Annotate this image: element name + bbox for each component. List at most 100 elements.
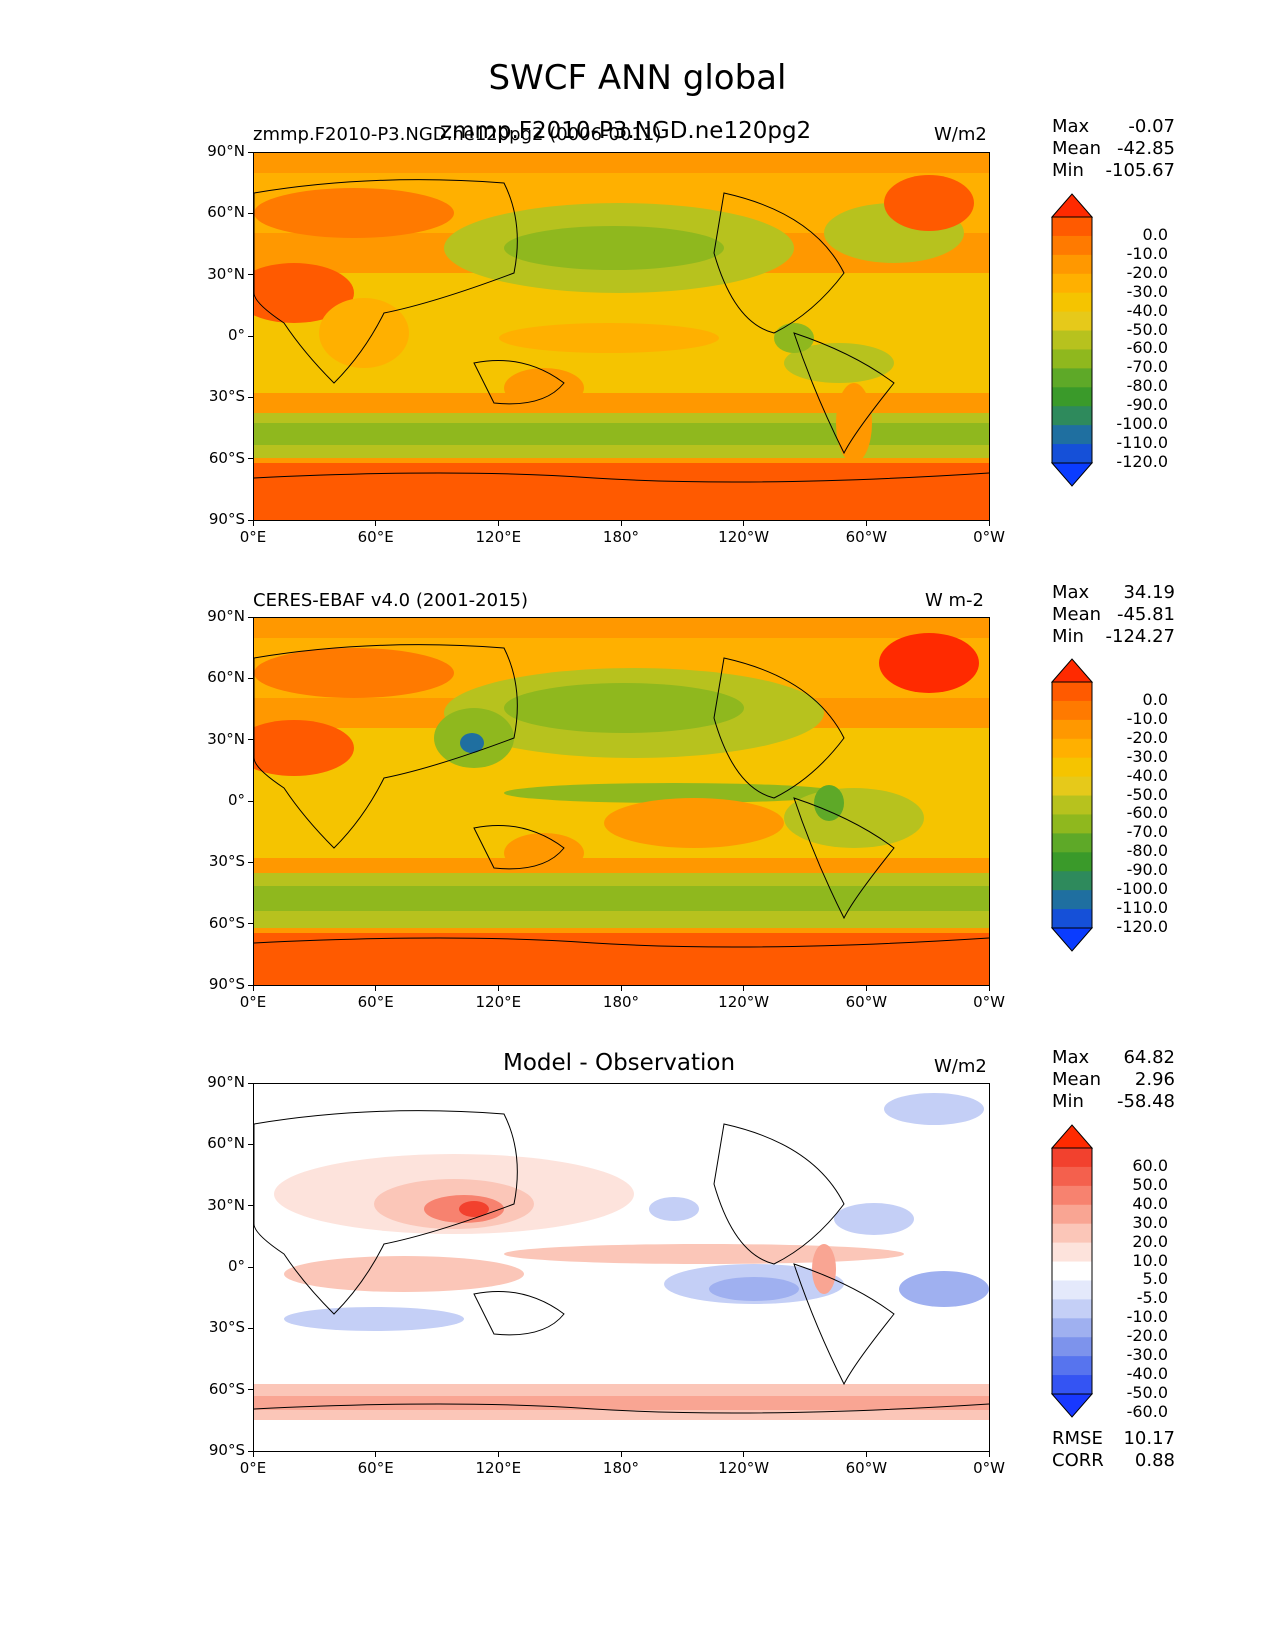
colorbar-band bbox=[1052, 444, 1092, 464]
colorbar-band bbox=[1052, 273, 1092, 294]
panel-difference-ytick-label: 0° bbox=[227, 1257, 245, 1275]
colorbar-band bbox=[1052, 1356, 1092, 1376]
panel-difference-xtick-label: 0°E bbox=[239, 1459, 267, 1477]
panel-observation-colorbar-level-label: -90.0 bbox=[1126, 860, 1168, 880]
panel-difference-colorbar-level-label: 5.0 bbox=[1142, 1269, 1168, 1289]
panel-model-max-label: Max bbox=[1052, 116, 1090, 137]
colorbar-band bbox=[1052, 368, 1092, 388]
panel-model-colorbar-level-label: 0.0 bbox=[1142, 224, 1168, 244]
colorbar-band bbox=[1052, 1318, 1092, 1338]
colorbar-band bbox=[1052, 217, 1092, 237]
colorbar-band bbox=[1052, 757, 1092, 778]
panel-difference-units: W/m2 bbox=[934, 1056, 987, 1077]
panel-difference-rmse-label: RMSE bbox=[1052, 1428, 1103, 1449]
colorbar-band bbox=[1052, 795, 1092, 815]
panel-difference-title-center: Model - Observation bbox=[503, 1050, 736, 1076]
panel-difference-ytick-mark bbox=[248, 1450, 253, 1452]
panel-model-xtick-mark bbox=[375, 521, 377, 526]
panel-difference-rmse-value: 10.17 bbox=[1123, 1428, 1175, 1449]
panel-model-colorbar-level-label: -120.0 bbox=[1116, 452, 1168, 471]
panel-difference-colorbar-level-label: 60.0 bbox=[1132, 1155, 1168, 1175]
panel-difference-xtick-label: 120°E bbox=[475, 1459, 522, 1477]
colorbar-band bbox=[1052, 330, 1092, 350]
panel-model-mean-value: -42.85 bbox=[1116, 138, 1175, 159]
panel-model-ytick-mark bbox=[248, 519, 253, 521]
panel-difference-colorbar-level-label: -30.0 bbox=[1126, 1345, 1168, 1365]
panel-difference-map bbox=[253, 1083, 990, 1452]
panel-model-xtick-label: 120°E bbox=[475, 528, 522, 546]
panel-observation-ytick-mark bbox=[248, 984, 253, 986]
colorbar-band bbox=[1052, 719, 1092, 740]
panel-model-ytick-mark bbox=[248, 458, 253, 460]
colorbar-frame bbox=[1051, 216, 1093, 464]
panel-observation-xtick-mark bbox=[743, 986, 745, 991]
panel-observation-xtick-label: 0°E bbox=[239, 993, 267, 1011]
colorbar-band bbox=[1052, 814, 1092, 834]
colorbar-band bbox=[1052, 890, 1092, 910]
panel-observation-colorbar-level-label: -60.0 bbox=[1126, 803, 1168, 823]
panel-difference-ytick-label: 90°N bbox=[207, 1073, 245, 1091]
colorbar-band bbox=[1052, 311, 1092, 332]
panel-model-title-center: zmmp.F2010-P3.NGD.ne120pg2 bbox=[440, 118, 812, 144]
panel-model-xtick-label: 0°W bbox=[973, 528, 1005, 546]
panel-model-field bbox=[254, 153, 989, 520]
colorbar-band bbox=[1052, 909, 1092, 929]
panel-model-xtick-mark bbox=[743, 521, 745, 526]
panel-difference-colorbar-level-label: -40.0 bbox=[1126, 1364, 1168, 1384]
panel-difference-ytick-mark bbox=[248, 1082, 253, 1084]
panel-difference-xtick-label: 60°E bbox=[357, 1459, 394, 1477]
colorbar-band bbox=[1052, 254, 1092, 275]
panel-model-xtick-label: 120°W bbox=[718, 528, 770, 546]
panel-difference-colorbar-level-label: 10.0 bbox=[1132, 1250, 1168, 1270]
panel-model-ytick-mark bbox=[248, 212, 253, 214]
panel-difference-colorbar-level-label: -20.0 bbox=[1126, 1326, 1168, 1346]
panel-difference-corr-label: CORR bbox=[1052, 1450, 1104, 1471]
panel-observation-colorbar-level-label: -70.0 bbox=[1126, 822, 1168, 842]
panel-difference-min-label: Min bbox=[1052, 1091, 1084, 1112]
panel-difference-xtick-mark bbox=[988, 1452, 990, 1457]
colorbar-band bbox=[1052, 349, 1092, 369]
panel-difference-ytick-label: 90°S bbox=[208, 1441, 245, 1459]
colorbar-band bbox=[1052, 1204, 1092, 1225]
panel-model-ytick-label: 90°S bbox=[208, 510, 245, 528]
panel-model-ytick-label: 0° bbox=[227, 326, 245, 344]
panel-difference-ytick-label: 30°S bbox=[208, 1318, 245, 1337]
panel-model-xtick-mark bbox=[620, 521, 622, 526]
panel-model-colorbar-level-label: -60.0 bbox=[1126, 338, 1168, 358]
panel-model-colorbar-level-label: -40.0 bbox=[1126, 300, 1168, 320]
colorbar-band bbox=[1052, 1242, 1092, 1263]
panel-observation-ytick-mark bbox=[248, 800, 253, 802]
panel-difference-corr-value: 0.88 bbox=[1134, 1450, 1175, 1471]
colorbar-band bbox=[1052, 833, 1092, 853]
panel-model-colorbar-level-label: -70.0 bbox=[1126, 357, 1168, 377]
colorbar-extend-max-arrow bbox=[1050, 1124, 1094, 1149]
panel-model-colorbar-level-label: -90.0 bbox=[1126, 395, 1168, 415]
colorbar-band bbox=[1052, 1280, 1092, 1300]
colorbar-band bbox=[1052, 1375, 1092, 1395]
panel-observation-ytick-label: 60°N bbox=[207, 668, 245, 687]
panel-difference-max-value: 64.82 bbox=[1123, 1047, 1175, 1068]
panel-model-xtick-mark bbox=[988, 521, 990, 526]
panel-difference-colorbar-level-label: -60.0 bbox=[1126, 1401, 1168, 1421]
panel-observation-colorbar-level-label: -40.0 bbox=[1126, 765, 1168, 785]
colorbar-band bbox=[1052, 235, 1092, 256]
panel-difference-ytick-mark bbox=[248, 1389, 253, 1391]
panel-difference-ytick-mark bbox=[248, 1266, 253, 1268]
panel-observation-ytick-mark bbox=[248, 739, 253, 741]
panel-observation-colorbar-level-label: -50.0 bbox=[1126, 784, 1168, 804]
panel-difference-mean-value: 2.96 bbox=[1134, 1069, 1175, 1090]
panel-observation-xtick-mark bbox=[988, 986, 990, 991]
panel-observation-xtick-mark bbox=[620, 986, 622, 991]
panel-observation-xtick-mark bbox=[865, 986, 867, 991]
panel-model-xtick-label: 60°E bbox=[357, 528, 394, 546]
panel-model-xtick-label: 0°E bbox=[239, 528, 267, 546]
panel-observation-ytick-mark bbox=[248, 616, 253, 618]
panel-difference-min-value: -58.48 bbox=[1116, 1091, 1175, 1112]
colorbar-band bbox=[1052, 292, 1092, 313]
panel-difference-colorbar-level-label: 50.0 bbox=[1132, 1174, 1168, 1194]
panel-difference-ytick-mark bbox=[248, 1327, 253, 1329]
panel-difference-colorbar bbox=[1050, 1124, 1094, 1418]
panel-model-colorbar-level-label: -50.0 bbox=[1126, 319, 1168, 339]
panel-observation-ytick-mark bbox=[248, 861, 253, 863]
panel-observation-max-label: Max bbox=[1052, 582, 1090, 603]
